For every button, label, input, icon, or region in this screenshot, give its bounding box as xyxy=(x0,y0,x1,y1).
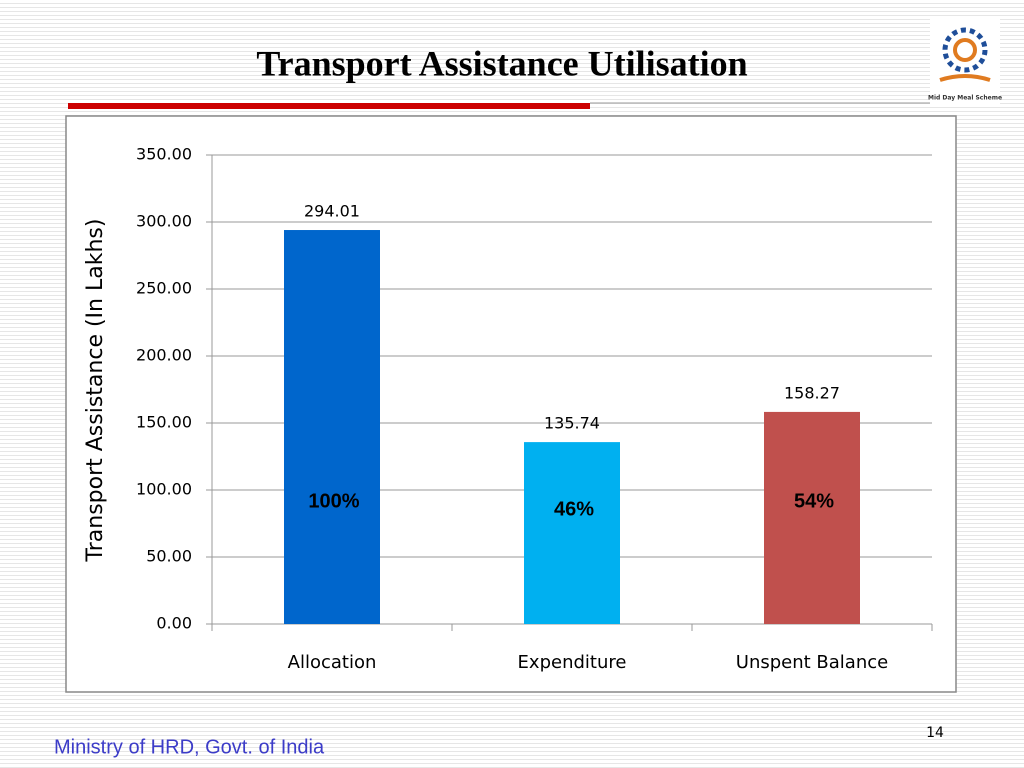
bar xyxy=(284,230,380,624)
page-number: 14 xyxy=(926,725,944,741)
y-tick-label: 350.00 xyxy=(136,145,192,164)
y-tick-label: 200.00 xyxy=(136,346,192,365)
y-tick-label: 100.00 xyxy=(136,480,192,499)
value-label: 135.74 xyxy=(544,414,600,433)
bar xyxy=(524,442,620,624)
x-tick-label: Expenditure xyxy=(518,652,627,673)
x-tick-label: Unspent Balance xyxy=(736,652,888,673)
percent-annotation: 54% xyxy=(794,490,834,512)
x-tick-label: Allocation xyxy=(288,652,377,673)
footer-organization: Ministry of HRD, Govt. of India xyxy=(54,736,325,758)
percent-annotation: 100% xyxy=(308,490,359,512)
percent-annotation: 46% xyxy=(554,498,594,520)
value-label: 294.01 xyxy=(304,202,360,221)
logo-inner xyxy=(953,38,977,62)
bar xyxy=(764,411,860,624)
slide-title: Transport Assistance Utilisation xyxy=(256,43,747,83)
title-bar-red xyxy=(68,103,590,109)
logo-ring xyxy=(942,27,988,73)
y-tick-label: 250.00 xyxy=(136,279,192,298)
logo-book xyxy=(939,74,991,82)
logo: Mid Day Meal Scheme xyxy=(928,18,1002,104)
y-axis-label: Transport Assistance (In Lakhs) xyxy=(83,219,108,563)
y-tick-label: 150.00 xyxy=(136,413,192,432)
value-label: 158.27 xyxy=(784,383,840,402)
logo-caption: Mid Day Meal Scheme xyxy=(928,95,1002,102)
y-tick-label: 50.00 xyxy=(146,547,192,566)
y-tick-label: 300.00 xyxy=(136,212,192,231)
y-tick-label: 0.00 xyxy=(156,614,192,633)
